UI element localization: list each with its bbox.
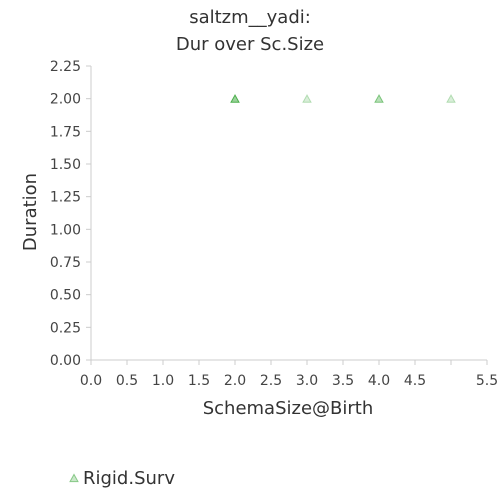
x-tick-label: 4.5 (404, 373, 426, 389)
data-point-triangle (374, 94, 384, 103)
y-tick-label: 2.25 (50, 59, 81, 75)
x-axis-ticks: 0.0 0.5 1.0 1.5 2.0 2.5 3.0 3.5 4.0 4.5 5.5 (80, 360, 498, 389)
y-tick-label: 2.00 (50, 92, 81, 108)
y-tick-label: 0.25 (50, 320, 81, 336)
x-tick-label: 5.5 (476, 373, 498, 389)
x-tick-label: 2.0 (224, 373, 246, 389)
y-axis-title: Duration (20, 173, 41, 251)
y-tick-label: 0.75 (50, 255, 81, 271)
x-tick-label: 2.5 (260, 373, 282, 389)
legend-label: Rigid.Surv (83, 468, 175, 489)
x-tick-label: 3.5 (332, 373, 354, 389)
y-tick-label: 0.00 (50, 353, 81, 369)
data-point-triangle (302, 94, 312, 103)
y-tick-label: 1.50 (50, 157, 81, 173)
x-tick-label: 1.0 (152, 373, 174, 389)
y-tick-label: 1.00 (50, 222, 81, 238)
legend-triangle-marker (69, 473, 79, 483)
chart-title: saltzm__yadi: Dur over Sc.Size (176, 7, 324, 55)
x-axis-title: SchemaSize@Birth (203, 398, 374, 419)
x-tick-label: 4.0 (368, 373, 390, 389)
x-tick-label: 1.5 (188, 373, 210, 389)
axes (90, 66, 487, 361)
y-tick-label: 1.75 (50, 124, 81, 140)
y-tick-label: 0.50 (50, 288, 81, 304)
x-tick-label: 3.0 (296, 373, 318, 389)
chart-title-line-2: Dur over Sc.Size (176, 34, 324, 55)
legend: Rigid.Surv (69, 468, 175, 489)
data-points (230, 94, 456, 103)
y-tick-label: 1.25 (50, 190, 81, 206)
y-axis-ticks: 0.00 0.25 0.50 0.75 1.00 1.25 1.50 1.75 2.00 2.25 (50, 59, 91, 369)
x-tick-label: 0.0 (80, 373, 102, 389)
data-point-triangle (446, 94, 456, 103)
chart-title-line-1: saltzm__yadi: (189, 7, 311, 28)
x-tick-label: 0.5 (116, 373, 138, 389)
data-point-triangle (230, 94, 240, 103)
